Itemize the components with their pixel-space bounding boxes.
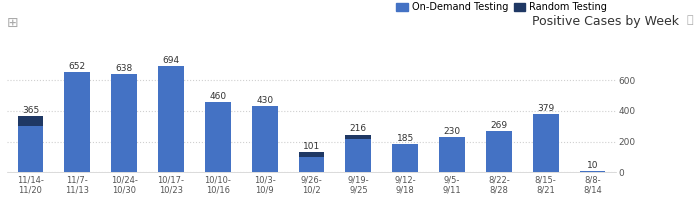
Bar bbox=[346, 139, 371, 172]
Text: Positive Cases by Week: Positive Cases by Week bbox=[532, 15, 679, 29]
Text: 269: 269 bbox=[490, 121, 507, 130]
Bar bbox=[18, 116, 43, 126]
Text: ⊞: ⊞ bbox=[7, 15, 19, 29]
Text: 694: 694 bbox=[162, 56, 179, 65]
Text: 638: 638 bbox=[116, 64, 133, 73]
Text: 185: 185 bbox=[397, 134, 414, 143]
Text: 430: 430 bbox=[256, 96, 273, 105]
Bar bbox=[580, 171, 606, 172]
Bar bbox=[252, 106, 277, 172]
Text: 216: 216 bbox=[350, 124, 367, 133]
Bar bbox=[346, 135, 371, 139]
Bar bbox=[392, 144, 418, 172]
Bar bbox=[18, 126, 43, 172]
Bar bbox=[299, 157, 324, 172]
Text: 379: 379 bbox=[537, 104, 554, 113]
Bar bbox=[205, 102, 231, 172]
Text: 460: 460 bbox=[209, 91, 226, 101]
Text: 652: 652 bbox=[69, 62, 86, 71]
Bar bbox=[111, 74, 137, 172]
Text: 10: 10 bbox=[587, 161, 598, 170]
Legend: On-Demand Testing, Random Testing: On-Demand Testing, Random Testing bbox=[392, 0, 611, 16]
Bar bbox=[439, 137, 465, 172]
Bar bbox=[533, 114, 559, 172]
Bar bbox=[158, 66, 184, 172]
Bar bbox=[486, 131, 512, 172]
Bar bbox=[64, 72, 90, 172]
Text: ⓘ: ⓘ bbox=[687, 15, 693, 25]
Text: 365: 365 bbox=[22, 106, 39, 115]
Text: 101: 101 bbox=[303, 142, 320, 151]
Bar bbox=[299, 152, 324, 157]
Text: 230: 230 bbox=[444, 127, 461, 136]
